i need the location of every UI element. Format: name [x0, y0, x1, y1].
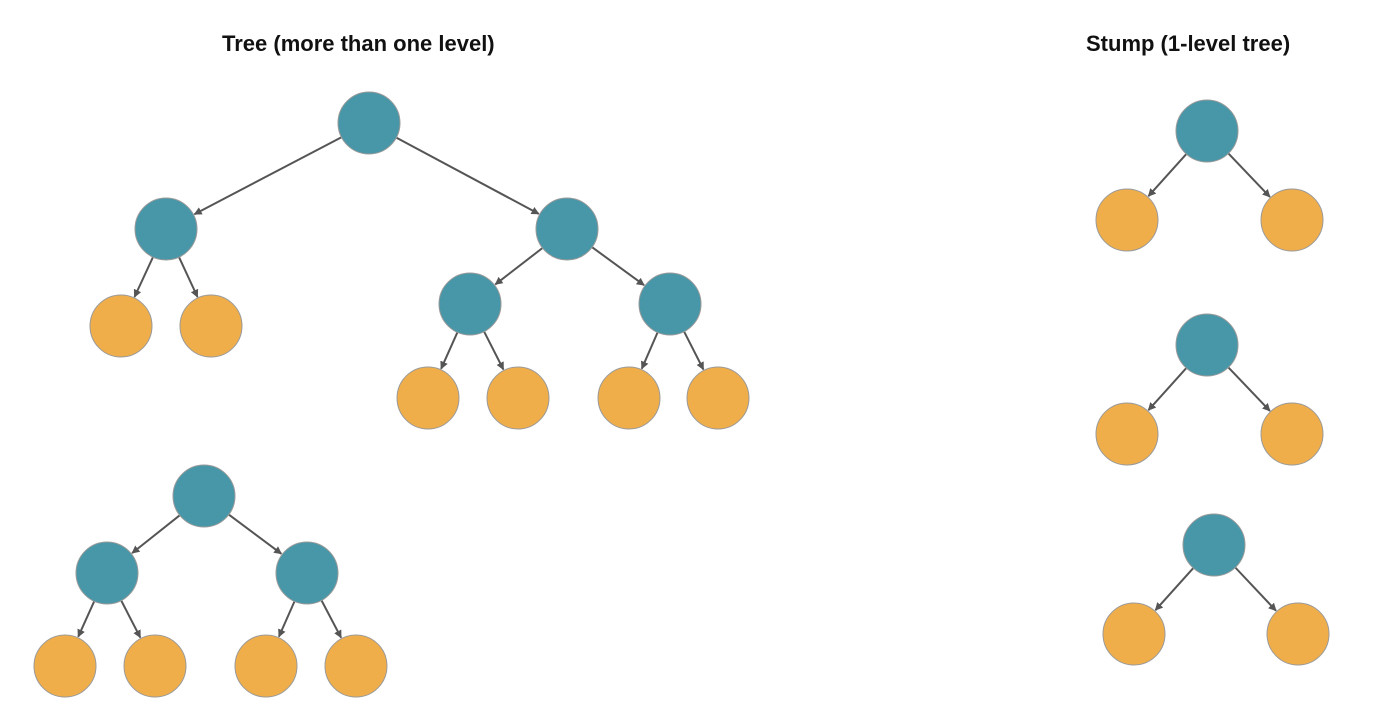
- leaf-node: [486, 366, 550, 430]
- edge-arrow: [178, 256, 199, 298]
- leaf-node: [1260, 402, 1324, 466]
- edge-arrow: [193, 136, 342, 216]
- internal-node: [1175, 99, 1239, 163]
- edge-arrow: [320, 599, 342, 639]
- edge-arrow: [1147, 367, 1188, 411]
- edge-arrow: [277, 600, 296, 638]
- stump-example-2-edges: [1147, 366, 1271, 412]
- edge-arrow: [640, 332, 659, 370]
- stump-example-3: [1102, 513, 1330, 666]
- leaf-node: [324, 634, 388, 698]
- leaf-node: [1095, 402, 1159, 466]
- tree-example-2-edges: [77, 513, 342, 639]
- edge-arrow: [1227, 152, 1271, 198]
- internal-node: [638, 272, 702, 336]
- tree-example-1-edges: [133, 136, 705, 371]
- nodes-layer: [33, 91, 1330, 698]
- stump-example-1-edges: [1147, 152, 1271, 198]
- internal-node: [337, 91, 401, 155]
- stump-example-1: [1095, 99, 1324, 252]
- edge-arrow: [1227, 366, 1271, 412]
- internal-node: [1182, 513, 1246, 577]
- edge-arrow: [494, 247, 544, 286]
- edge-arrow: [1234, 566, 1277, 612]
- edge-arrow: [120, 600, 142, 639]
- edge-arrow: [133, 256, 154, 298]
- stump-panel-title: Stump (1-level tree): [1086, 31, 1291, 56]
- edge-arrow: [1147, 153, 1188, 197]
- leaf-node: [1266, 602, 1330, 666]
- leaf-node: [179, 294, 243, 358]
- leaf-node: [234, 634, 298, 698]
- leaf-node: [396, 366, 460, 430]
- internal-node: [134, 197, 198, 261]
- internal-node: [438, 272, 502, 336]
- tree-panel-title: Tree (more than one level): [222, 31, 495, 56]
- leaf-node: [686, 366, 750, 430]
- edge-arrow: [1154, 567, 1195, 611]
- edge-arrow: [395, 136, 540, 215]
- internal-node: [1175, 313, 1239, 377]
- internal-node: [172, 464, 236, 528]
- leaf-node: [89, 294, 153, 358]
- leaf-node: [1102, 602, 1166, 666]
- edge-arrow: [440, 331, 459, 370]
- edge-arrow: [131, 514, 181, 554]
- edge-arrow: [77, 600, 96, 638]
- leaf-node: [1260, 188, 1324, 252]
- stump-example-3-edges: [1154, 566, 1277, 612]
- tree-example-1: [89, 91, 750, 430]
- edge-arrow: [483, 331, 505, 371]
- leaf-node: [1095, 188, 1159, 252]
- stump-example-2: [1095, 313, 1324, 466]
- internal-node: [535, 197, 599, 261]
- leaf-node: [33, 634, 97, 698]
- edges-layer: [77, 136, 1277, 639]
- leaf-node: [597, 366, 661, 430]
- edge-arrow: [591, 246, 645, 287]
- leaf-node: [123, 634, 187, 698]
- internal-node: [75, 541, 139, 605]
- edge-arrow: [228, 513, 283, 555]
- tree-example-2: [33, 464, 388, 698]
- edge-arrow: [683, 331, 705, 371]
- internal-node: [275, 541, 339, 605]
